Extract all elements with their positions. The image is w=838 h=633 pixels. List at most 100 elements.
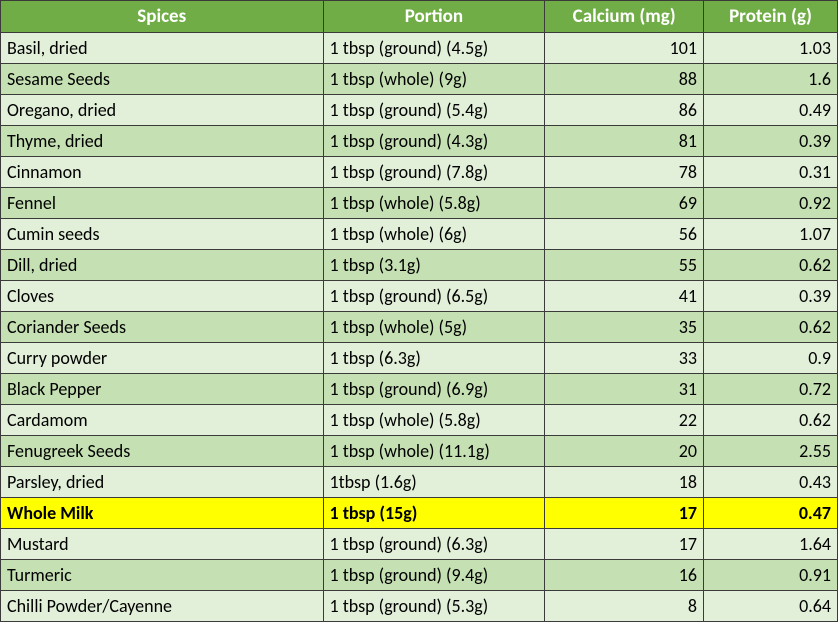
cell-spices: Fenugreek Seeds: [1, 436, 324, 467]
cell-spices: Cardamom: [1, 405, 324, 436]
table-row: Cumin seeds1 tbsp (whole) (6g)561.07: [1, 219, 838, 250]
table-row: Basil, dried1 tbsp (ground) (4.5g)1011.0…: [1, 33, 838, 64]
cell-portion: 1 tbsp (ground) (6.3g): [323, 529, 545, 560]
cell-calcium: 56: [545, 219, 704, 250]
cell-spices: Cumin seeds: [1, 219, 324, 250]
cell-spices: Basil, dried: [1, 33, 324, 64]
table-row: Cloves1 tbsp (ground) (6.5g)410.39: [1, 281, 838, 312]
header-protein: Protein (g): [704, 1, 838, 33]
cell-spices: Whole Milk: [1, 498, 324, 529]
cell-portion: 1 tbsp (ground) (6.5g): [323, 281, 545, 312]
cell-portion: 1 tbsp (ground) (7.8g): [323, 157, 545, 188]
table-header: Spices Portion Calcium (mg) Protein (g): [1, 1, 838, 33]
cell-portion: 1 tbsp (15g): [323, 498, 545, 529]
cell-spices: Parsley, dried: [1, 467, 324, 498]
table-row: Turmeric1 tbsp (ground) (9.4g)160.91: [1, 560, 838, 591]
cell-calcium: 86: [545, 95, 704, 126]
cell-calcium: 31: [545, 374, 704, 405]
cell-portion: 1 tbsp (ground) (6.9g): [323, 374, 545, 405]
nutrition-table-container: Spices Portion Calcium (mg) Protein (g) …: [0, 0, 838, 622]
nutrition-table: Spices Portion Calcium (mg) Protein (g) …: [0, 0, 838, 622]
table-row: Sesame Seeds1 tbsp (whole) (9g)881.6: [1, 64, 838, 95]
cell-protein: 0.62: [704, 312, 838, 343]
cell-protein: 0.39: [704, 281, 838, 312]
cell-portion: 1 tbsp (ground) (4.5g): [323, 33, 545, 64]
table-row: Fenugreek Seeds1 tbsp (whole) (11.1g)202…: [1, 436, 838, 467]
cell-spices: Turmeric: [1, 560, 324, 591]
cell-portion: 1 tbsp (whole) (5g): [323, 312, 545, 343]
cell-calcium: 22: [545, 405, 704, 436]
table-row: Black Pepper1 tbsp (ground) (6.9g)310.72: [1, 374, 838, 405]
cell-calcium: 88: [545, 64, 704, 95]
header-portion: Portion: [323, 1, 545, 33]
cell-spices: Black Pepper: [1, 374, 324, 405]
cell-spices: Sesame Seeds: [1, 64, 324, 95]
table-row: Mustard1 tbsp (ground) (6.3g)171.64: [1, 529, 838, 560]
cell-calcium: 35: [545, 312, 704, 343]
cell-protein: 0.91: [704, 560, 838, 591]
table-row: Parsley, dried1tbsp (1.6g)180.43: [1, 467, 838, 498]
cell-portion: 1 tbsp (whole) (5.8g): [323, 188, 545, 219]
cell-portion: 1 tbsp (3.1g): [323, 250, 545, 281]
table-row: Cinnamon1 tbsp (ground) (7.8g)780.31: [1, 157, 838, 188]
cell-protein: 1.6: [704, 64, 838, 95]
cell-protein: 0.64: [704, 591, 838, 622]
table-row: Dill, dried1 tbsp (3.1g)550.62: [1, 250, 838, 281]
table-row: Oregano, dried1 tbsp (ground) (5.4g)860.…: [1, 95, 838, 126]
cell-protein: 0.62: [704, 250, 838, 281]
cell-protein: 0.47: [704, 498, 838, 529]
cell-spices: Curry powder: [1, 343, 324, 374]
cell-calcium: 41: [545, 281, 704, 312]
cell-portion: 1 tbsp (whole) (5.8g): [323, 405, 545, 436]
cell-calcium: 16: [545, 560, 704, 591]
cell-spices: Coriander Seeds: [1, 312, 324, 343]
cell-protein: 1.64: [704, 529, 838, 560]
header-row: Spices Portion Calcium (mg) Protein (g): [1, 1, 838, 33]
cell-protein: 1.07: [704, 219, 838, 250]
table-body: Basil, dried1 tbsp (ground) (4.5g)1011.0…: [1, 33, 838, 622]
header-calcium: Calcium (mg): [545, 1, 704, 33]
cell-protein: 0.92: [704, 188, 838, 219]
cell-calcium: 8: [545, 591, 704, 622]
cell-protein: 0.62: [704, 405, 838, 436]
table-row: Chilli Powder/Cayenne1 tbsp (ground) (5.…: [1, 591, 838, 622]
cell-calcium: 17: [545, 498, 704, 529]
cell-calcium: 81: [545, 126, 704, 157]
cell-portion: 1 tbsp (ground) (5.4g): [323, 95, 545, 126]
cell-portion: 1 tbsp (whole) (11.1g): [323, 436, 545, 467]
cell-protein: 1.03: [704, 33, 838, 64]
cell-protein: 0.39: [704, 126, 838, 157]
cell-protein: 0.9: [704, 343, 838, 374]
cell-protein: 0.43: [704, 467, 838, 498]
cell-protein: 0.49: [704, 95, 838, 126]
cell-calcium: 18: [545, 467, 704, 498]
cell-spices: Chilli Powder/Cayenne: [1, 591, 324, 622]
cell-calcium: 78: [545, 157, 704, 188]
table-row: Whole Milk1 tbsp (15g)170.47: [1, 498, 838, 529]
cell-calcium: 69: [545, 188, 704, 219]
cell-portion: 1tbsp (1.6g): [323, 467, 545, 498]
cell-portion: 1 tbsp (ground) (5.3g): [323, 591, 545, 622]
cell-spices: Fennel: [1, 188, 324, 219]
cell-spices: Cloves: [1, 281, 324, 312]
cell-spices: Dill, dried: [1, 250, 324, 281]
header-spices: Spices: [1, 1, 324, 33]
cell-spices: Cinnamon: [1, 157, 324, 188]
cell-protein: 2.55: [704, 436, 838, 467]
cell-portion: 1 tbsp (whole) (9g): [323, 64, 545, 95]
cell-portion: 1 tbsp (ground) (4.3g): [323, 126, 545, 157]
table-row: Coriander Seeds1 tbsp (whole) (5g)350.62: [1, 312, 838, 343]
cell-spices: Oregano, dried: [1, 95, 324, 126]
cell-portion: 1 tbsp (6.3g): [323, 343, 545, 374]
cell-calcium: 55: [545, 250, 704, 281]
cell-calcium: 17: [545, 529, 704, 560]
cell-calcium: 20: [545, 436, 704, 467]
table-row: Cardamom1 tbsp (whole) (5.8g)220.62: [1, 405, 838, 436]
cell-spices: Mustard: [1, 529, 324, 560]
cell-protein: 0.72: [704, 374, 838, 405]
table-row: Curry powder1 tbsp (6.3g)330.9: [1, 343, 838, 374]
cell-portion: 1 tbsp (ground) (9.4g): [323, 560, 545, 591]
cell-portion: 1 tbsp (whole) (6g): [323, 219, 545, 250]
cell-protein: 0.31: [704, 157, 838, 188]
table-row: Fennel1 tbsp (whole) (5.8g)690.92: [1, 188, 838, 219]
